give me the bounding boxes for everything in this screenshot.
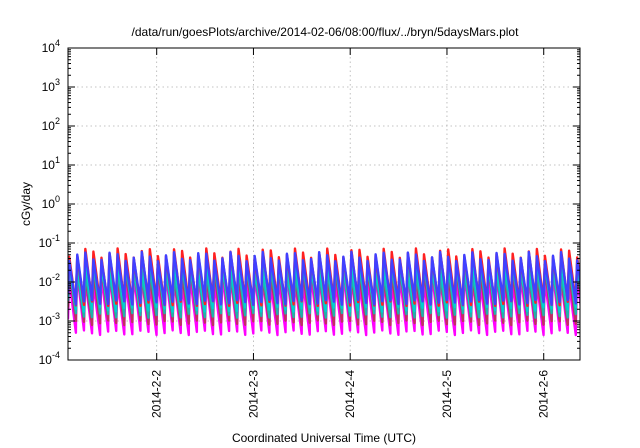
- y-tick-label: 100: [42, 194, 60, 211]
- x-tick-label: 2014-2-3: [246, 370, 260, 418]
- x-tick-label: 2014-2-4: [343, 370, 357, 418]
- chart-title: /data/run/goesPlots/archive/2014-02-06/0…: [132, 25, 520, 39]
- x-axis: 2014-2-2 2014-2-3 2014-2-4 2014-2-5 2014-2-6: [150, 48, 551, 418]
- y-tick-label: 10-1: [39, 233, 60, 250]
- x-tick-label: 2014-2-5: [440, 370, 454, 418]
- y-tick-label: 103: [42, 77, 60, 94]
- x-tick-label: 2014-2-2: [150, 370, 164, 418]
- y-tick-label: 102: [42, 116, 60, 133]
- y-axis-label: cGy/day: [19, 182, 33, 226]
- y-tick-label: 104: [42, 38, 60, 55]
- y-tick-label: 10-2: [39, 272, 60, 289]
- x-tick-label: 2014-2-6: [537, 370, 551, 418]
- series-line: [68, 250, 580, 306]
- y-tick-label: 101: [42, 155, 60, 172]
- y-tick-label: 10-3: [39, 311, 60, 328]
- y-axis: 10-4 10-3 10-2 10-1 100 101 102 103 104: [39, 38, 580, 367]
- y-tick-label: 10-4: [39, 350, 60, 367]
- x-axis-label: Coordinated Universal Time (UTC): [232, 431, 416, 445]
- series-group: [68, 247, 580, 337]
